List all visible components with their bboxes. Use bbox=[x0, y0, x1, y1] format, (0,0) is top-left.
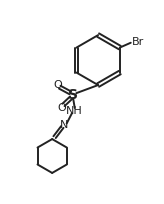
Text: N: N bbox=[60, 120, 68, 130]
Text: S: S bbox=[68, 88, 78, 102]
Text: O: O bbox=[57, 103, 66, 113]
Text: Br: Br bbox=[132, 37, 144, 47]
Text: NH: NH bbox=[66, 106, 83, 116]
Text: O: O bbox=[53, 80, 62, 90]
